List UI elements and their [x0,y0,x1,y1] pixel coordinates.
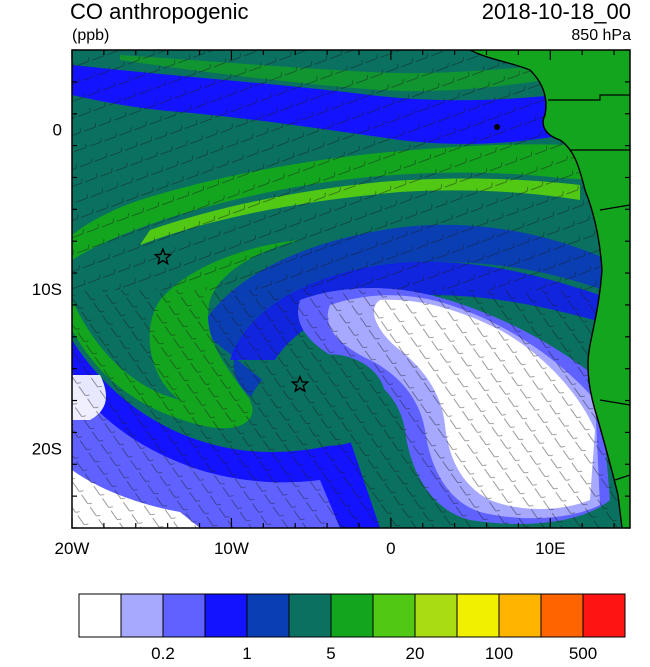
colorbar-label: 100 [485,644,513,663]
colorbar-box [204,593,248,638]
colorbar-box [78,593,122,638]
map-units: (ppb) [72,27,110,44]
colorbar-box [330,593,374,638]
map-pressure-level: 850 hPa [571,27,631,44]
colorbar-box [582,593,626,638]
location-markers [153,247,310,393]
colorbar-box [288,593,332,638]
star-marker-icon [153,247,173,266]
y-tick-label: 0 [53,121,62,140]
colorbar-box [246,593,290,638]
colorbar-box [540,593,584,638]
colorbar-box [498,593,542,638]
colorbar-label: 5 [326,644,335,663]
colorbar-box [414,593,458,638]
colorbar-label: 20 [406,644,425,663]
co-concentration-field [72,50,630,528]
map-datetime: 2018-10-18_00 [481,0,631,24]
x-tick-label: 10W [214,539,249,558]
colorbar-label: 0.2 [151,644,175,663]
map-title: CO anthropogenic [70,0,249,24]
colorbar: 0.2 1 5 20 100 500 [78,593,626,663]
map-frame [71,49,631,529]
y-tick-label: 10S [32,280,62,299]
x-axis: 20W 10W 0 10E [55,50,615,558]
colorbar-box [120,593,164,638]
colorbar-box [372,593,416,638]
colorbar-box [456,593,500,638]
y-axis: 0 10S 20S [32,49,630,529]
x-tick-label: 0 [386,539,395,558]
africa-coastline [469,50,630,528]
colorbar-box [162,593,206,638]
colorbar-label: 1 [242,644,251,663]
x-tick-label: 20W [55,539,90,558]
star-marker-icon [290,374,310,393]
x-tick-label: 10E [535,539,565,558]
colorbar-label: 500 [569,644,597,663]
y-tick-label: 20S [32,439,62,458]
